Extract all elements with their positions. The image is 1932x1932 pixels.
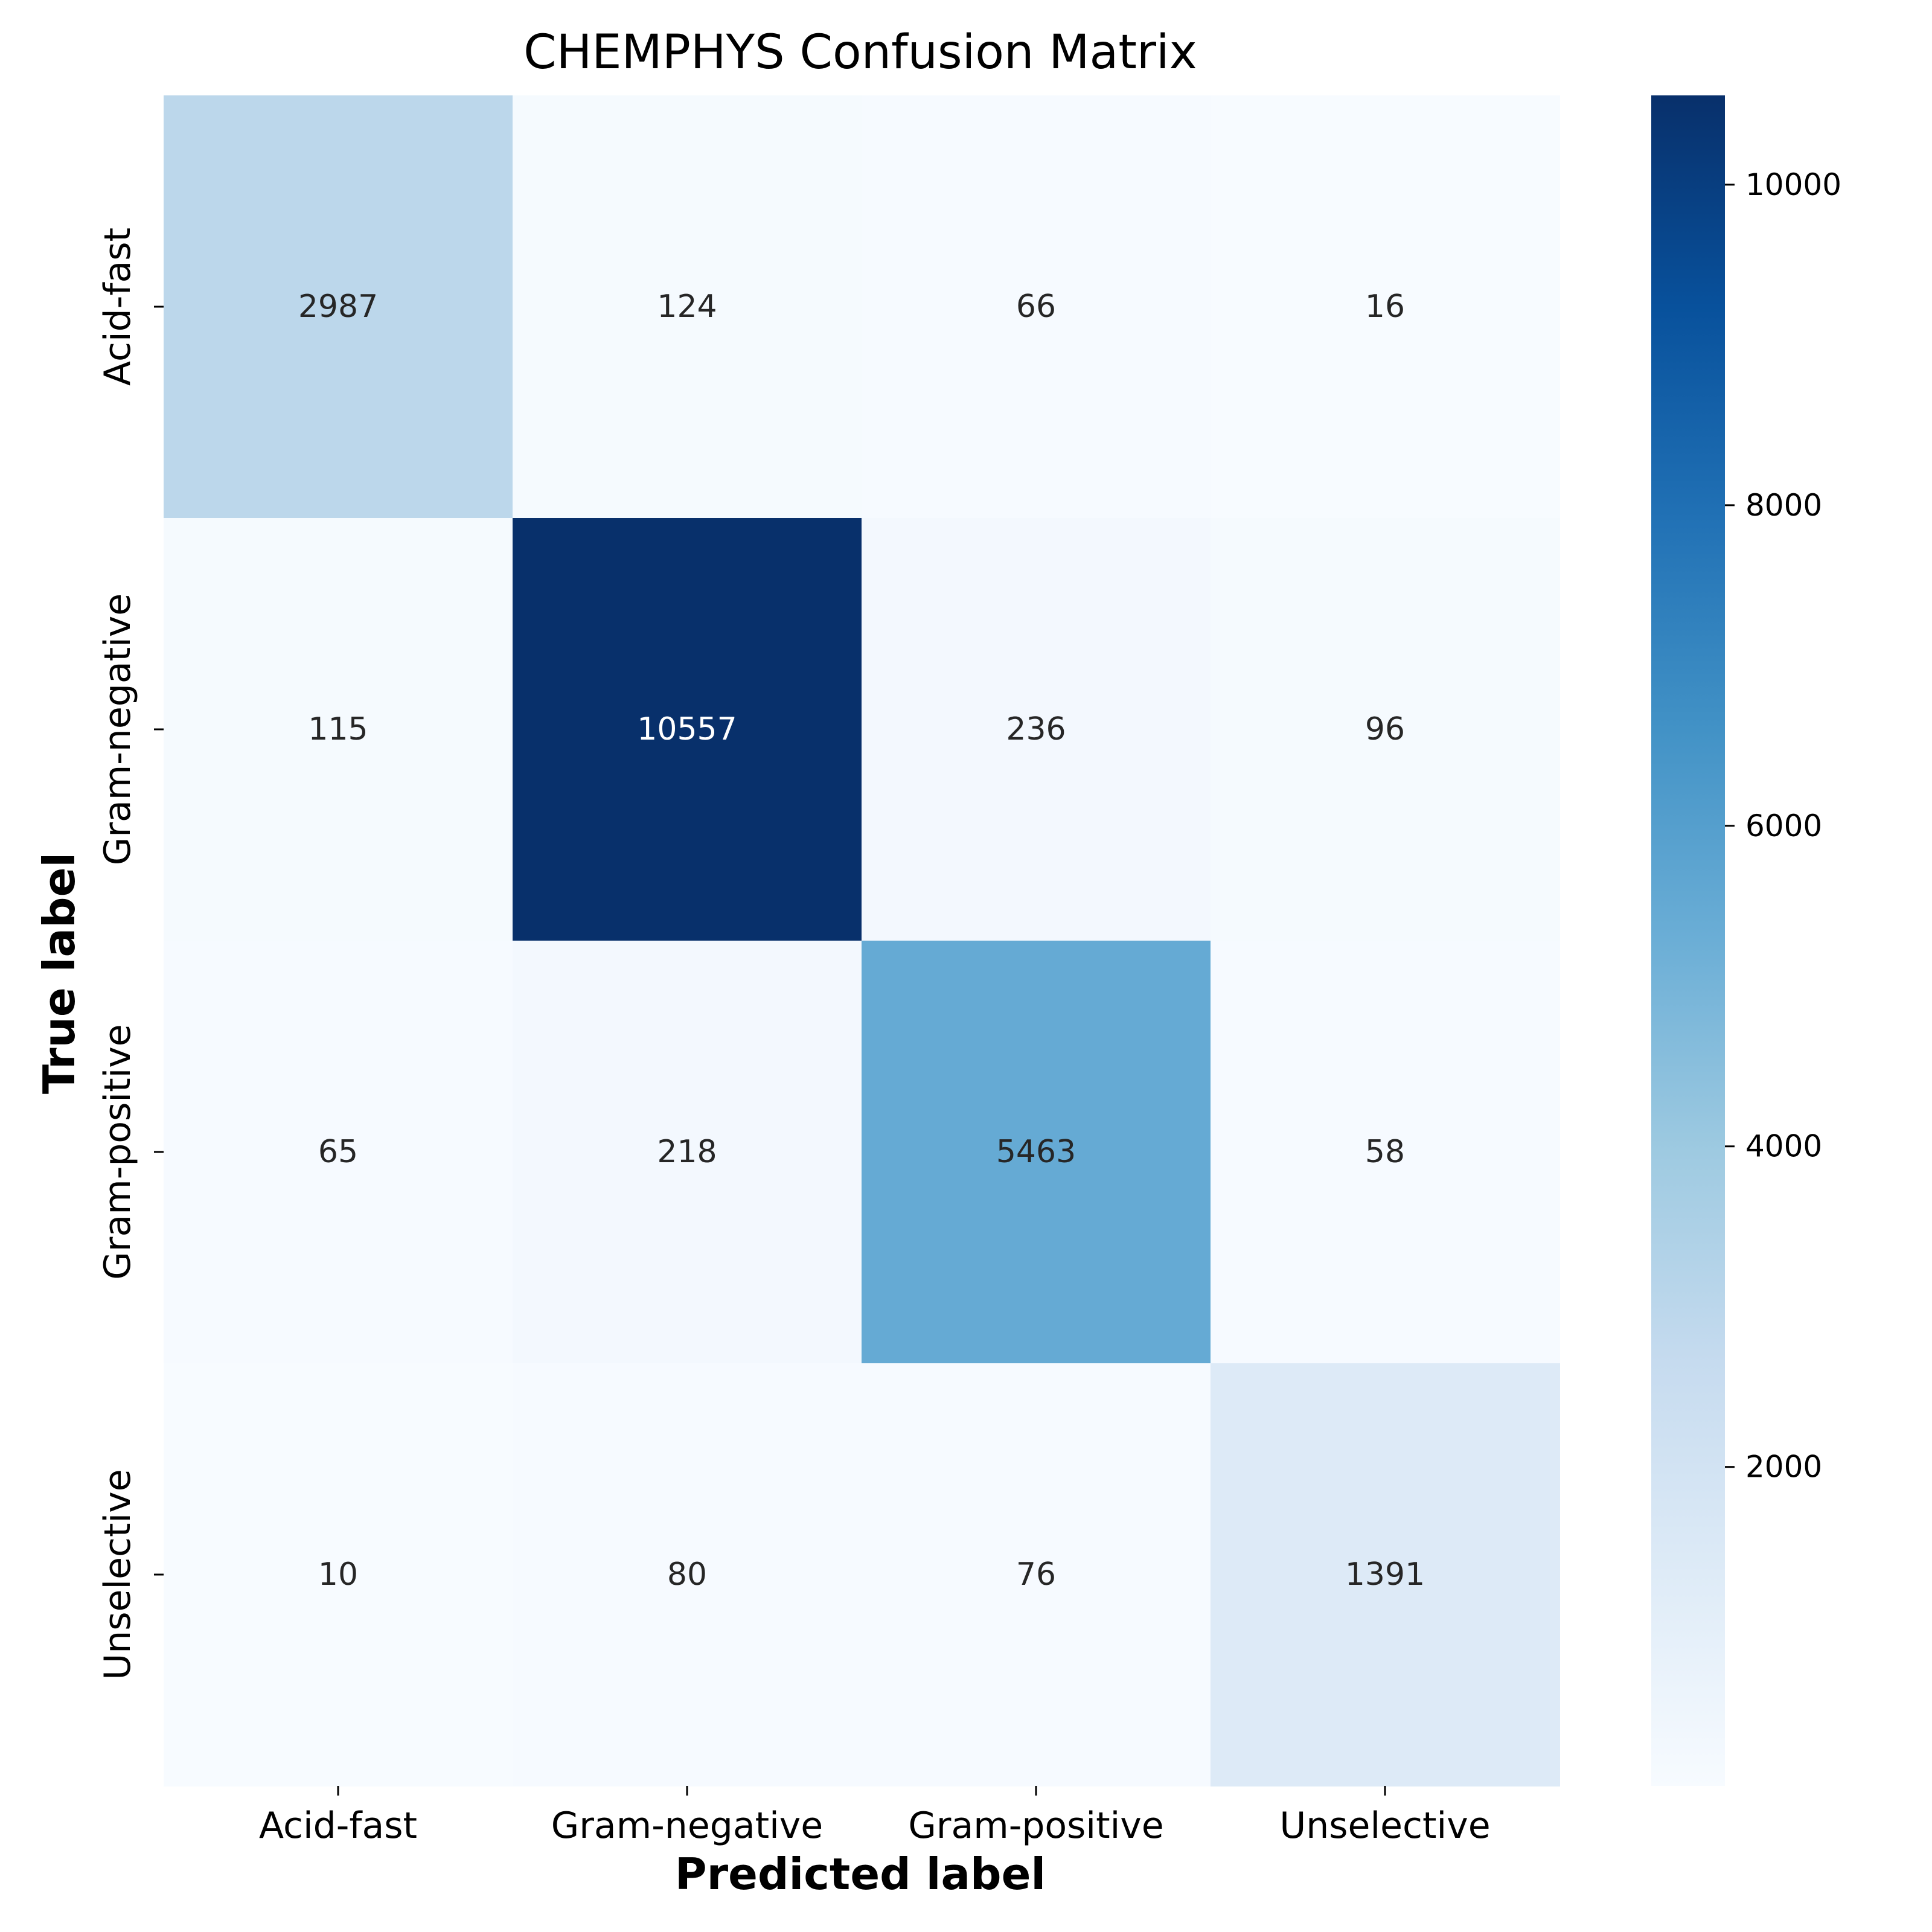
heatmap-cells	[164, 95, 1560, 1786]
heatmap-cell	[1211, 95, 1560, 519]
heatmap-cell	[1211, 518, 1560, 941]
heatmap-cell	[513, 1363, 862, 1786]
y-tick-label: Gram-positive	[97, 1024, 139, 1279]
y-tick-label: Unselective	[97, 1469, 139, 1680]
x-axis-ticks: Acid-fast Gram-negative Gram-positive Unsel…	[259, 1786, 1491, 1847]
chart-title: CHEMPHYS Confusion Matrix	[523, 25, 1197, 80]
cell-value: 96	[1365, 711, 1405, 747]
heatmap-cell	[513, 95, 862, 519]
y-tick-label: Acid-fast	[97, 228, 139, 386]
cell-value: 66	[1016, 289, 1056, 325]
x-tick-label: Unselective	[1279, 1805, 1490, 1847]
cell-annotations: 2987 124 66 16 115 10557 236 96 65 218 5463 58 10 80 7…	[298, 289, 1425, 1593]
heatmap-cell	[164, 1363, 513, 1786]
heatmap-cell	[862, 518, 1211, 941]
x-tick-label: Gram-positive	[908, 1805, 1163, 1847]
heatmap-cell	[164, 95, 513, 519]
heatmap-cell	[1211, 941, 1560, 1364]
colorbar-ticks: 2000 4000 6000 8000 10000	[1725, 167, 1841, 1485]
y-tick-label: Gram-negative	[97, 593, 139, 865]
cell-value: 16	[1365, 289, 1405, 325]
heatmap-cell	[513, 518, 862, 941]
colorbar-tick-label: 8000	[1745, 488, 1822, 523]
y-axis-label: True label	[34, 852, 85, 1094]
heatmap-cell	[513, 941, 862, 1364]
colorbar	[1651, 95, 1725, 1786]
cell-value: 115	[308, 711, 368, 747]
heatmap-cell	[862, 1363, 1211, 1786]
cell-value: 236	[1006, 711, 1066, 747]
heatmap-cell	[862, 95, 1211, 519]
cell-value: 10557	[637, 711, 737, 747]
cell-value: 76	[1016, 1556, 1056, 1593]
colorbar-tick-label: 6000	[1745, 808, 1822, 843]
cell-value: 124	[657, 289, 717, 325]
cell-value: 80	[667, 1556, 707, 1593]
cell-value: 5463	[996, 1134, 1076, 1170]
heatmap-cell	[1211, 1363, 1560, 1786]
heatmap-cell	[164, 518, 513, 941]
colorbar-tick-label: 4000	[1745, 1129, 1822, 1164]
x-tick-label: Acid-fast	[259, 1805, 417, 1847]
cell-value: 218	[657, 1134, 717, 1170]
x-tick-label: Gram-negative	[551, 1805, 823, 1847]
cell-value: 10	[318, 1556, 358, 1593]
cell-value: 65	[318, 1134, 358, 1170]
cell-value: 2987	[298, 289, 378, 325]
cell-value: 1391	[1345, 1556, 1425, 1593]
colorbar-tick-label: 10000	[1745, 167, 1841, 202]
heatmap-cell	[164, 941, 513, 1364]
y-axis-ticks: Acid-fast Gram-negative Gram-positive Unsel…	[97, 228, 164, 1680]
cell-value: 58	[1365, 1134, 1405, 1170]
x-axis-label: Predicted label	[675, 1849, 1046, 1899]
heatmap-cell	[862, 941, 1211, 1364]
colorbar-tick-label: 2000	[1745, 1450, 1822, 1485]
